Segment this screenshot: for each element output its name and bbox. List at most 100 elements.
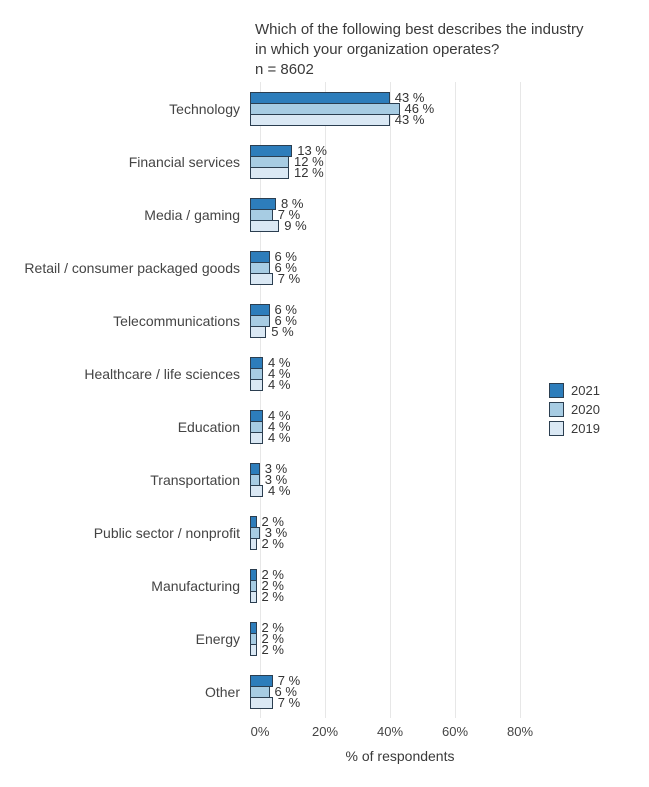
x-tick-label: 0% <box>250 724 270 739</box>
category-row: Public sector / nonprofit 2 % 3 % 2 % <box>0 506 649 559</box>
bar-group: 6 % 6 % 7 % <box>250 249 639 286</box>
category-row: Energy 2 % 2 % 2 % <box>0 612 649 665</box>
bar-group: 7 % 6 % 7 % <box>250 673 639 710</box>
bar-value-label: 4 % <box>268 483 291 498</box>
bar-2019 <box>250 325 267 338</box>
category-label: Other <box>204 683 240 700</box>
bar-2019 <box>250 219 280 232</box>
bar-value-label: 43 % <box>394 112 425 127</box>
category-row: Healthcare / life sciences 4 % 4 % 4 % <box>0 347 649 400</box>
bar-value-label: 2 % <box>261 631 284 646</box>
category-row: Technology 43 % 46 % 43 % <box>0 82 649 135</box>
gridline <box>455 82 456 718</box>
bar-value-label: 2 % <box>261 567 284 582</box>
bar-2019 <box>250 378 263 391</box>
category-label: Energy <box>195 630 240 647</box>
gridlines <box>260 82 550 718</box>
plot-area: Technology 43 % 46 % 43 % Financial services… <box>0 82 649 718</box>
bar-line: 7 % <box>250 271 639 286</box>
bar-line: 7 % <box>250 207 639 222</box>
bar-value-label: 2 % <box>261 536 284 551</box>
bar-value-label: 13 % <box>297 143 327 158</box>
bar-value-label: 3 % <box>264 461 288 476</box>
bar-value-label: 4 % <box>268 408 291 423</box>
bar-group: 4 % 4 % 4 % <box>250 355 639 392</box>
bar-value-label: 2 % <box>261 514 284 529</box>
bar-group: 8 % 7 % 9 % <box>250 196 639 233</box>
bar-value-label: 2 % <box>261 578 284 593</box>
x-tick-label: 20% <box>311 724 339 739</box>
bar-line: 6 % <box>250 302 639 317</box>
bar-value-label: 6 % <box>274 260 297 275</box>
category-row: Education 4 % 4 % 4 % <box>0 400 649 453</box>
bar-line: 2 % <box>250 514 639 529</box>
bar-2019 <box>250 431 263 444</box>
legend-label-2020: 2020 <box>571 402 600 417</box>
bar-value-label: 2 % <box>261 642 284 657</box>
category-row: Media / gaming 8 % 7 % 9 % <box>0 188 649 241</box>
legend-swatch-2020 <box>549 402 564 417</box>
category-row: Financial services 13 % 12 % 12 % <box>0 135 649 188</box>
bar-value-label: 12 % <box>294 154 324 169</box>
bar-value-label: 6 % <box>274 684 297 699</box>
legend-item-2021: 2021 <box>549 383 600 398</box>
bar-group: 2 % 2 % 2 % <box>250 567 639 604</box>
bar-line: 46 % <box>250 101 639 116</box>
category-row: Manufacturing 2 % 2 % 2 % <box>0 559 649 612</box>
bar-group: 6 % 6 % 5 % <box>250 302 639 339</box>
chart-title-block: Which of the following best describes th… <box>0 0 649 80</box>
legend-item-2019: 2019 <box>549 421 600 436</box>
category-label: Transportation <box>150 471 240 488</box>
bar-value-label: 9 % <box>284 218 307 233</box>
bar-value-label: 8 % <box>281 196 304 211</box>
bar-group: 3 % 3 % 4 % <box>250 461 639 498</box>
bar-line: 6 % <box>250 249 639 264</box>
bar-value-label: 2 % <box>261 620 284 635</box>
bar-value-label: 3 % <box>264 525 288 540</box>
category-row: Other 7 % 6 % 7 % <box>0 665 649 718</box>
bar-group: 4 % 4 % 4 % <box>250 408 639 445</box>
bar-value-label: 12 % <box>294 165 324 180</box>
x-axis-label: % of respondents <box>345 748 455 764</box>
category-label: Education <box>177 418 240 435</box>
bar-value-label: 4 % <box>268 355 291 370</box>
bar-group: 2 % 3 % 2 % <box>250 514 639 551</box>
gridline <box>390 82 391 718</box>
bar-line: 43 % <box>250 112 639 127</box>
legend: 2021 2020 2019 <box>549 383 600 440</box>
bar-2019 <box>250 643 257 656</box>
category-row: Retail / consumer packaged goods 6 % 6 % 7 … <box>0 241 649 294</box>
bar-line: 4 % <box>250 483 639 498</box>
bar-line: 2 % <box>250 536 639 551</box>
x-axis: 0% 20% 40% 60% 80% <box>251 718 550 740</box>
bar-2019 <box>250 113 390 126</box>
category-label: Healthcare / life sciences <box>84 365 240 382</box>
bar-value-label: 4 % <box>268 366 291 381</box>
bar-value-label: 6 % <box>274 313 297 328</box>
legend-swatch-2019 <box>549 421 564 436</box>
bar-value-label: 4 % <box>268 430 291 445</box>
bar-group: 2 % 2 % 2 % <box>250 620 639 657</box>
bar-2019 <box>250 484 263 497</box>
bar-value-label: 6 % <box>274 302 297 317</box>
category-row: Transportation 3 % 3 % 4 % <box>0 453 649 506</box>
bar-group: 13 % 12 % 12 % <box>250 143 639 180</box>
bar-value-label: 7 % <box>277 271 301 286</box>
category-label: Manufacturing <box>151 577 240 594</box>
bar-value-label: 6 % <box>274 249 297 264</box>
gridline <box>325 82 326 718</box>
bar-line: 12 % <box>250 165 639 180</box>
chart-title-line1: Which of the following best describes th… <box>255 21 584 38</box>
bar-value-label: 7 % <box>277 695 301 710</box>
bar-2019 <box>250 166 289 179</box>
bar-line: 3 % <box>250 461 639 476</box>
bar-value-label: 7 % <box>277 207 301 222</box>
bar-2019 <box>250 537 257 550</box>
category-label: Financial services <box>128 153 240 170</box>
sample-size-label: n = 8602 <box>255 61 314 78</box>
bar-value-label: 5 % <box>271 324 294 339</box>
legend-swatch-2021 <box>549 383 564 398</box>
bar-value-label: 43 % <box>394 90 425 105</box>
bar-line: 7 % <box>250 673 639 688</box>
